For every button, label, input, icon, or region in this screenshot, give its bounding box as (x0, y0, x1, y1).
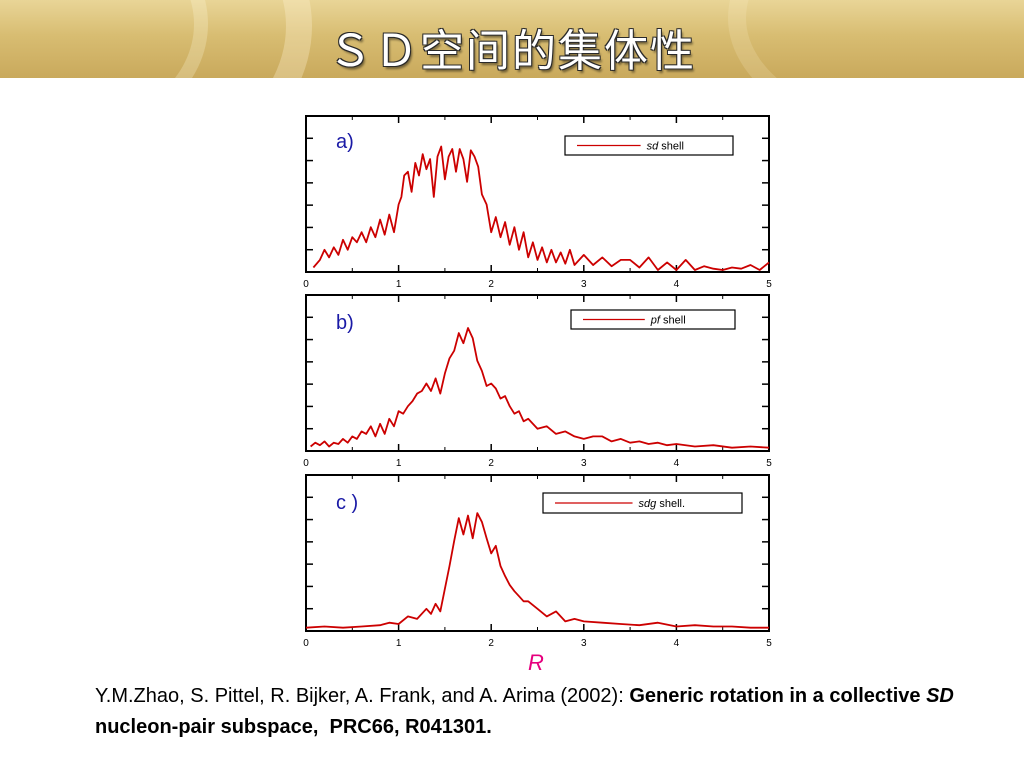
citation-title-italic: SD (926, 685, 954, 707)
x-tick-label: 3 (581, 458, 587, 469)
x-tick-label: 5 (766, 279, 772, 290)
x-tick-label: 4 (674, 279, 680, 290)
x-tick-label: 5 (766, 458, 772, 469)
series-line-sdg (305, 512, 769, 629)
x-tick-label: 3 (581, 638, 587, 649)
legend-label: pf shell (650, 315, 686, 327)
legend-label: sdg shell. (639, 498, 686, 510)
series-line-sd (312, 145, 770, 271)
x-tick-label: 5 (766, 638, 772, 649)
panel-label: a) (336, 131, 354, 153)
citation: Y.M.Zhao, S. Pittel, R. Bijker, A. Frank… (95, 681, 995, 743)
x-tick-label: 3 (581, 279, 587, 290)
legend-box (564, 135, 734, 156)
x-axis-symbol: R (528, 650, 544, 675)
citation-authors: Y.M.Zhao, S. Pittel, R. Bijker, A. Frank… (95, 685, 624, 707)
panel-label: c ) (336, 492, 358, 514)
x-tick-label: 4 (674, 638, 680, 649)
citation-journal: PRC66, R041301. (329, 716, 492, 738)
x-tick-label: 0 (303, 458, 309, 469)
x-tick-label: 1 (396, 279, 402, 290)
x-tick-label: 0 (303, 638, 309, 649)
x-tick-label: 2 (488, 458, 494, 469)
citation-title-part2: nucleon-pair subspace, (95, 716, 319, 738)
slide-title: ＳＤ空间的集体性 (328, 26, 696, 77)
x-tick-label: 2 (488, 279, 494, 290)
legend-box (570, 309, 736, 330)
x-tick-label: 1 (396, 458, 402, 469)
series-line-pf (310, 327, 770, 449)
x-tick-label: 2 (488, 638, 494, 649)
title-banner: ＳＤ空间的集体性 (0, 0, 1024, 78)
panel-label: b) (336, 312, 354, 334)
x-tick-label: 0 (303, 279, 309, 290)
x-tick-label: 4 (674, 458, 680, 469)
citation-title-part1: Generic rotation in a collective (629, 685, 921, 707)
citation-paper-title: Generic rotation in a collective SD nucl… (95, 685, 954, 738)
legend-box (542, 492, 743, 514)
x-tick-label: 1 (396, 638, 402, 649)
legend-label: sd shell (647, 141, 684, 153)
